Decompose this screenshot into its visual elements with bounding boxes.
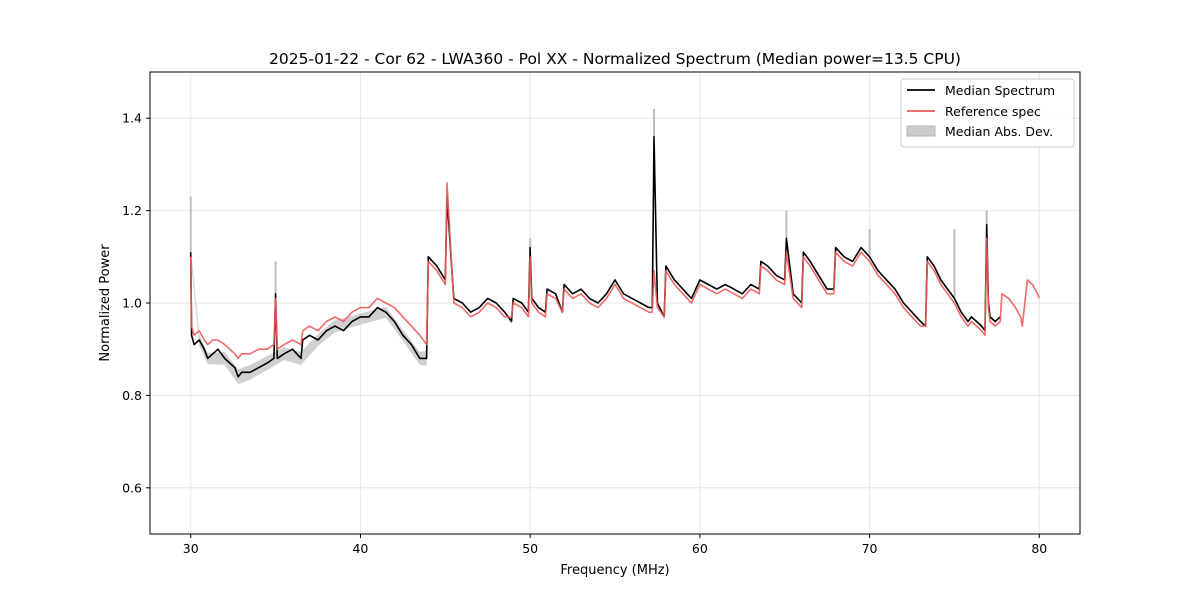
y-tick-label-2: 1.0 bbox=[122, 296, 142, 311]
legend-label-reference: Reference spec bbox=[945, 104, 1041, 119]
series-reference-spectrum bbox=[189, 182, 1041, 360]
legend-label-median: Median Spectrum bbox=[945, 83, 1055, 98]
legend-label-mad: Median Abs. Dev. bbox=[945, 124, 1053, 139]
x-tick-label-1: 40 bbox=[352, 541, 368, 556]
series-layer bbox=[189, 135, 1041, 378]
x-tick-label-4: 70 bbox=[862, 541, 878, 556]
mad-band-layer bbox=[189, 108, 988, 385]
x-tick-label-2: 50 bbox=[522, 541, 538, 556]
y-tick-label-4: 1.4 bbox=[122, 111, 142, 126]
legend-box bbox=[900, 78, 1075, 148]
y-axis-ticks: 0.6 0.8 1.0 1.2 1.4 bbox=[122, 111, 150, 495]
x-tick-label-0: 30 bbox=[183, 541, 199, 556]
y-tick-label-1: 0.8 bbox=[122, 388, 142, 403]
chart-title: 2025-01-22 - Cor 62 - LWA360 - Pol XX - … bbox=[269, 50, 961, 68]
x-axis-ticks: 30 40 50 60 70 80 bbox=[183, 534, 1047, 556]
y-axis-label: Normalized Power bbox=[98, 244, 113, 362]
legend: Median Spectrum Reference spec Median Ab… bbox=[900, 78, 1075, 148]
y-tick-label-3: 1.2 bbox=[122, 203, 142, 218]
mad-band bbox=[190, 246, 427, 385]
series-median-spectrum bbox=[189, 135, 1001, 378]
x-tick-label-3: 60 bbox=[692, 541, 708, 556]
x-axis-label: Frequency (MHz) bbox=[560, 563, 669, 578]
x-tick-label-5: 80 bbox=[1031, 541, 1047, 556]
y-tick-label-0: 0.6 bbox=[122, 480, 142, 495]
legend-swatch-mad bbox=[906, 125, 936, 137]
